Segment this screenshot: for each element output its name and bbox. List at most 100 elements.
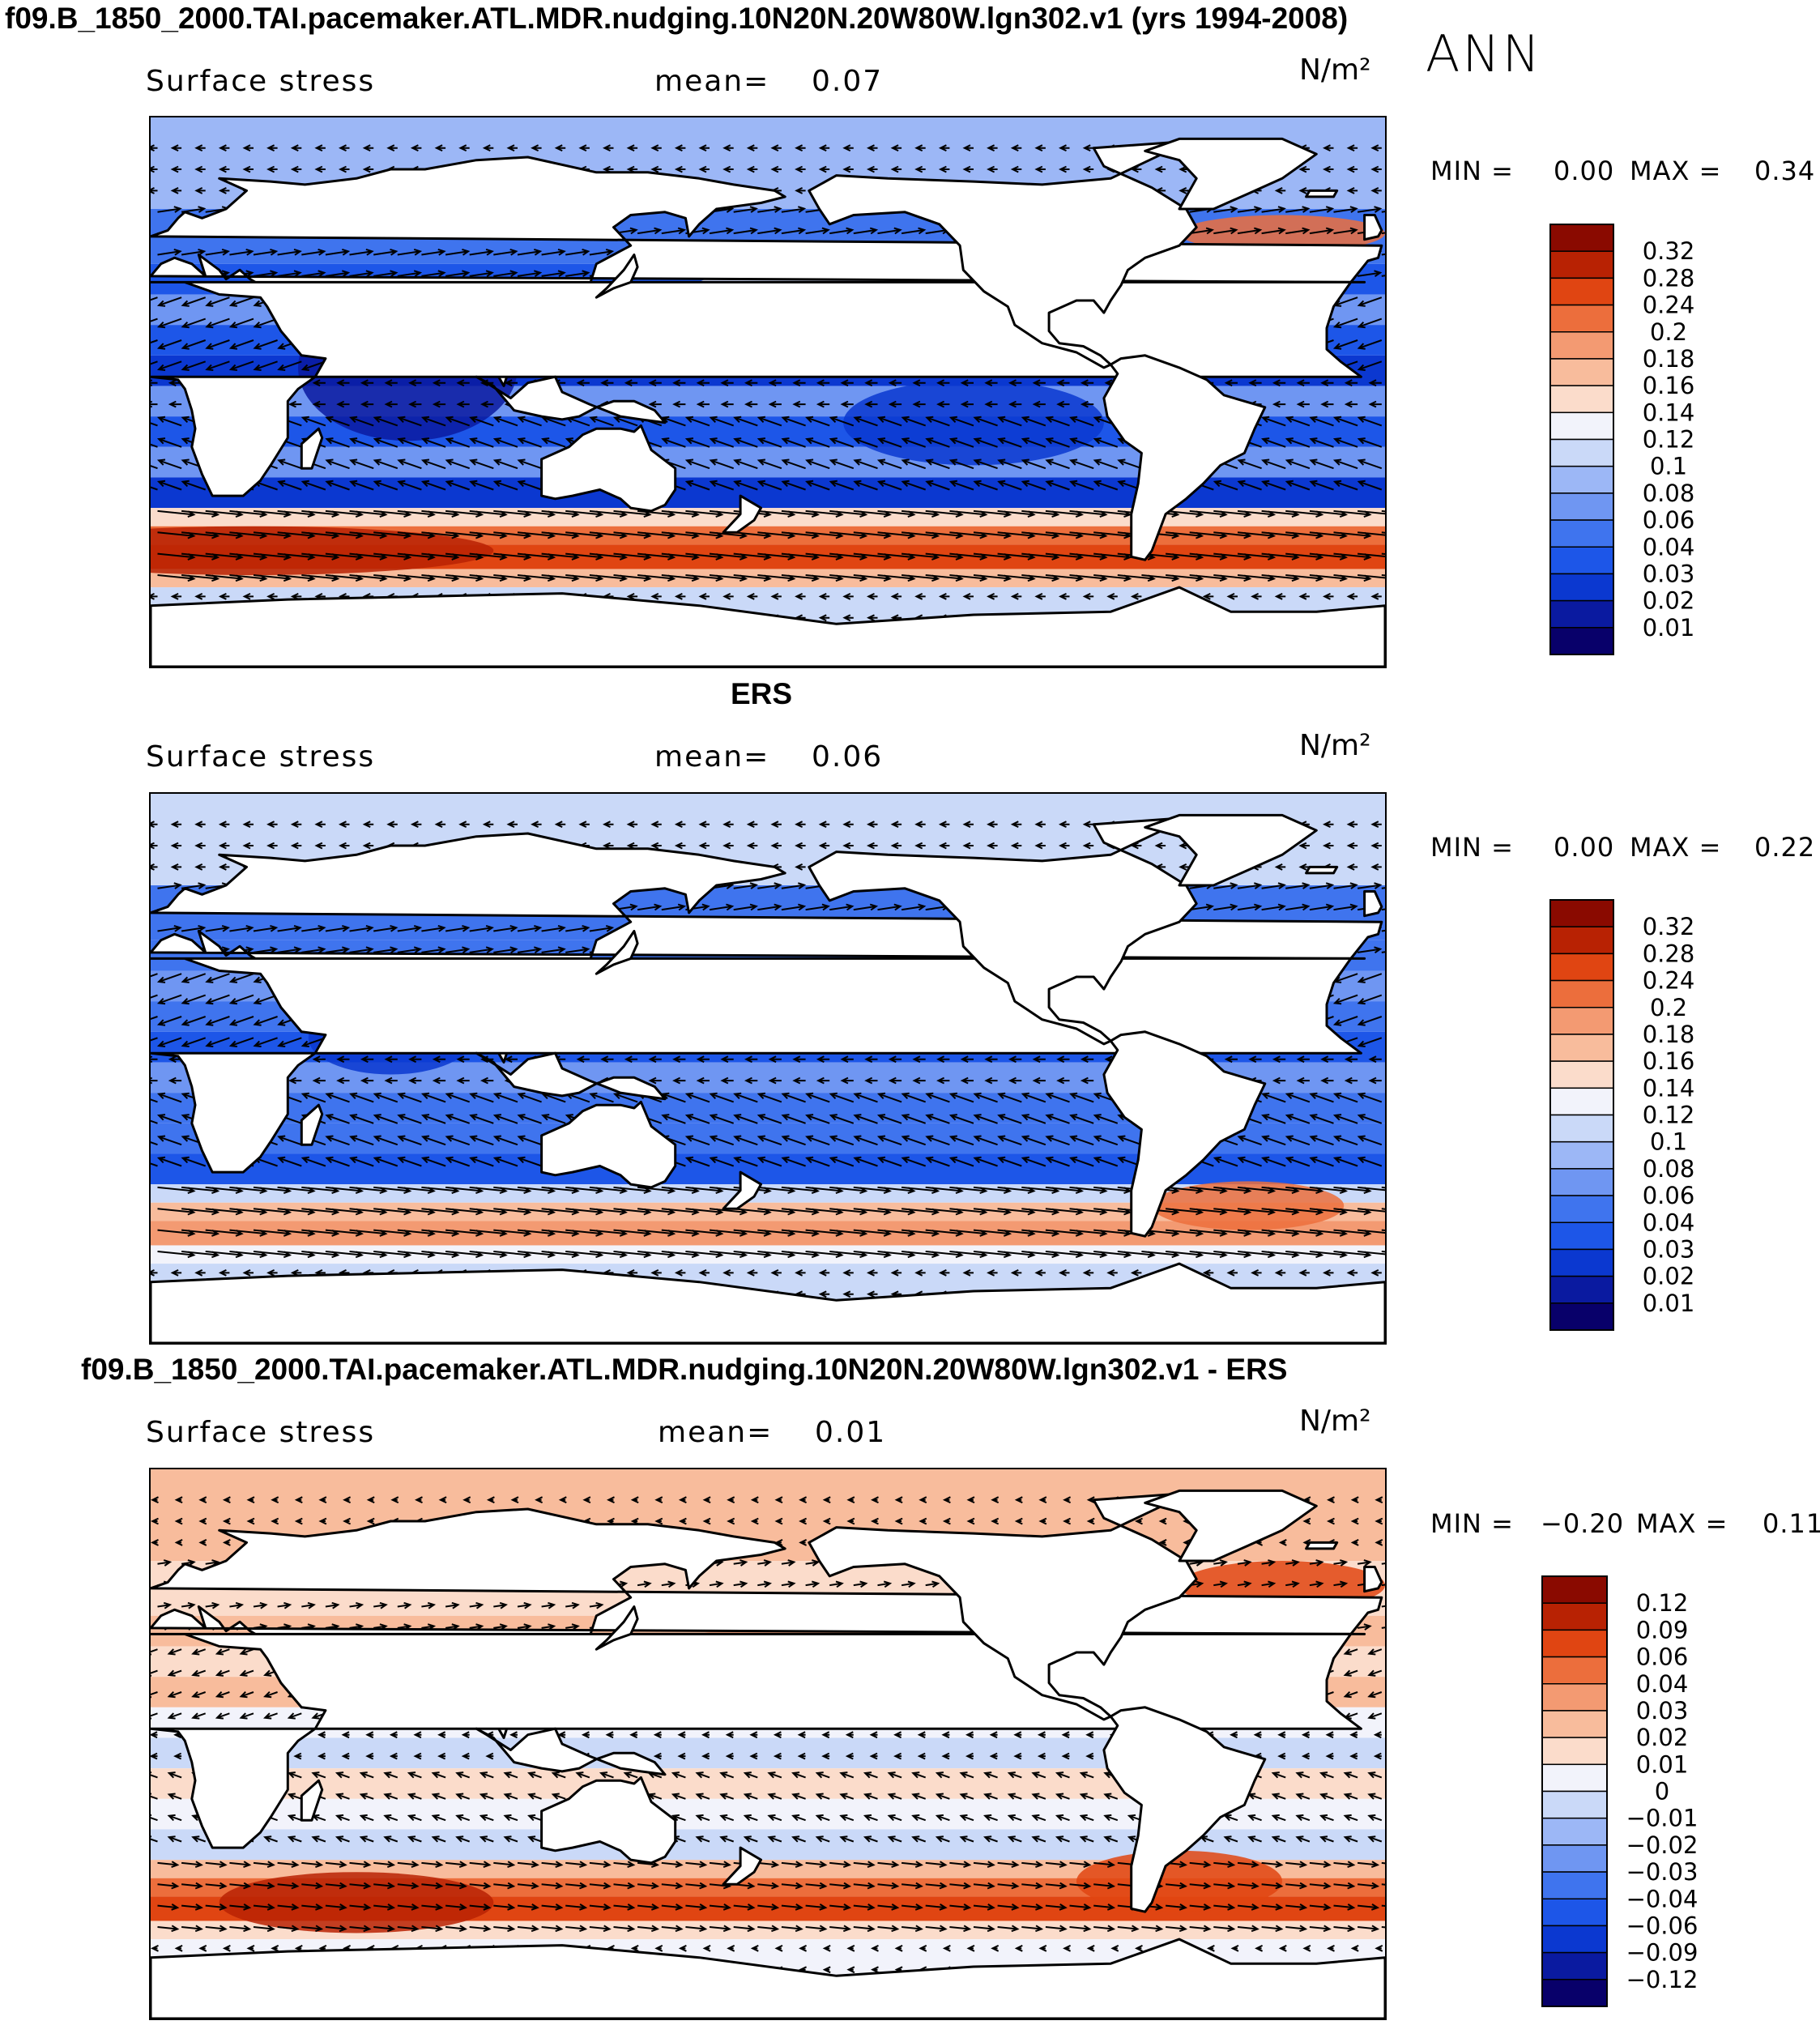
wind-vector bbox=[151, 1269, 158, 1277]
wind-vector bbox=[1343, 1648, 1358, 1656]
wind-vector bbox=[866, 821, 878, 829]
wind-vector bbox=[1350, 1539, 1359, 1546]
wind-vector bbox=[325, 1925, 347, 1933]
wind-vector bbox=[805, 903, 830, 911]
wind-vector bbox=[781, 1092, 806, 1103]
wind-vector bbox=[1038, 1496, 1047, 1504]
wind-vector bbox=[757, 458, 782, 470]
wind-vector bbox=[294, 1517, 303, 1525]
wind-vector bbox=[445, 1114, 471, 1124]
panel-3-units: N/m² bbox=[1299, 1405, 1371, 1438]
wind-vector bbox=[325, 480, 350, 491]
wind-vector bbox=[1367, 1669, 1383, 1677]
land-newzealand bbox=[722, 1170, 762, 1210]
wind-vector bbox=[541, 946, 566, 954]
wind-vector bbox=[1309, 903, 1335, 911]
wind-vector bbox=[565, 924, 590, 932]
land-australia bbox=[540, 1100, 677, 1189]
wind-vector bbox=[1021, 416, 1046, 427]
wind-vector bbox=[795, 187, 806, 194]
colorbar-tick-label: 0.01 bbox=[1636, 1750, 1689, 1778]
wind-vector bbox=[229, 924, 254, 932]
wind-vector bbox=[397, 924, 423, 932]
wind-vector bbox=[277, 1037, 302, 1047]
wind-vector bbox=[1069, 1861, 1092, 1869]
wind-vector bbox=[1045, 1092, 1070, 1103]
wind-vector bbox=[815, 1835, 830, 1843]
wind-vector bbox=[386, 144, 398, 152]
wind-vector bbox=[151, 1648, 158, 1656]
wind-vector bbox=[589, 1882, 612, 1890]
land-antarctica bbox=[151, 1262, 1385, 1343]
wind-vector bbox=[674, 842, 686, 850]
wind-vector bbox=[312, 379, 326, 387]
wind-vector bbox=[672, 379, 686, 387]
colorbar-swatch bbox=[1549, 1221, 1614, 1251]
wind-vector bbox=[1237, 227, 1263, 235]
wind-vector bbox=[890, 842, 902, 850]
wind-vector bbox=[290, 842, 302, 850]
wind-vector bbox=[960, 400, 974, 408]
wind-vector bbox=[541, 1925, 564, 1933]
field-feature-4 bbox=[1179, 215, 1385, 252]
panel-1-field bbox=[151, 117, 1385, 667]
wind-vector bbox=[678, 1517, 687, 1525]
wind-vector bbox=[1021, 1135, 1046, 1146]
wind-vector bbox=[661, 1925, 684, 1933]
wind-vector bbox=[1332, 339, 1358, 350]
wind-vector bbox=[397, 1135, 422, 1146]
wind-vector bbox=[1285, 1135, 1311, 1146]
wind-vector bbox=[727, 1496, 735, 1504]
wind-vector bbox=[767, 1814, 782, 1822]
wind-vector bbox=[1370, 842, 1382, 850]
wind-vector bbox=[492, 458, 518, 470]
wind-vector bbox=[314, 165, 326, 173]
wind-vector bbox=[770, 842, 782, 850]
wind-vector bbox=[853, 227, 879, 235]
wind-vector bbox=[349, 1092, 374, 1103]
wind-vector bbox=[1032, 379, 1046, 387]
wind-vector bbox=[469, 1882, 492, 1890]
wind-vector bbox=[1381, 1926, 1385, 1929]
wind-vector bbox=[684, 458, 710, 470]
wind-vector bbox=[565, 1904, 588, 1911]
wind-vector bbox=[151, 1098, 158, 1103]
wind-vector bbox=[925, 1092, 950, 1103]
wind-vector bbox=[936, 1055, 950, 1064]
wind-vector bbox=[1285, 437, 1311, 448]
colorbar-tick-label: 0.24 bbox=[1643, 967, 1695, 995]
wind-vector bbox=[366, 1517, 375, 1525]
wind-vector bbox=[648, 379, 662, 387]
wind-vector bbox=[1358, 1251, 1385, 1256]
wind-vector bbox=[685, 1904, 708, 1911]
wind-vector bbox=[218, 165, 230, 173]
wind-vector bbox=[1237, 206, 1263, 213]
wind-vector bbox=[767, 1771, 782, 1779]
wind-vector bbox=[1093, 458, 1119, 470]
wind-vector bbox=[744, 1076, 758, 1085]
colorbar-swatch bbox=[1541, 1763, 1608, 1793]
wind-vector bbox=[661, 1904, 684, 1911]
wind-vector bbox=[373, 924, 399, 932]
colorbar-swatch bbox=[1549, 1302, 1614, 1331]
wind-vector bbox=[589, 1904, 612, 1911]
wind-vector bbox=[565, 1623, 580, 1631]
wind-vector bbox=[1045, 458, 1070, 470]
wind-vector bbox=[973, 1156, 998, 1167]
wind-vector bbox=[1271, 1793, 1286, 1800]
wind-vector bbox=[493, 1904, 516, 1911]
wind-vector bbox=[661, 416, 686, 427]
wind-vector bbox=[384, 379, 398, 387]
wind-vector bbox=[527, 1793, 542, 1800]
colorbar-tick-label: 0.01 bbox=[1643, 1290, 1695, 1317]
wind-vector bbox=[1251, 593, 1262, 600]
wind-vector bbox=[696, 379, 710, 387]
wind-vector bbox=[866, 593, 878, 600]
wind-vector bbox=[373, 1156, 399, 1167]
wind-vector bbox=[242, 842, 254, 850]
wind-vector bbox=[1213, 227, 1238, 235]
wind-vector bbox=[1358, 1882, 1380, 1890]
panel-2-colorbar: 0.32 0.28 0.24 0.2 0.18 0.16 0.14 0.12 0.1 0.08 0.… bbox=[1549, 899, 1793, 1331]
wind-vector bbox=[1309, 416, 1334, 427]
panel-2-field bbox=[151, 794, 1385, 1343]
